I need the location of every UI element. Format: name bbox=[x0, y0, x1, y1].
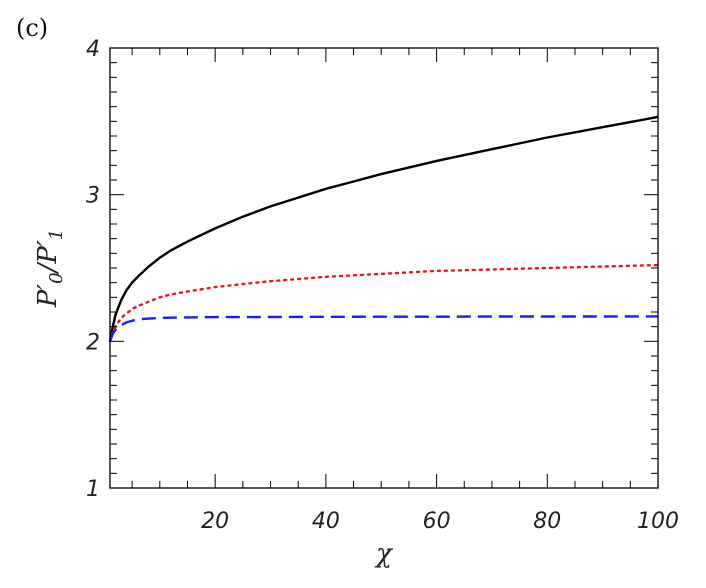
x-tick-label: 60 bbox=[423, 509, 451, 534]
y-tick-label: 1 bbox=[86, 477, 100, 502]
y-axis-denominator-prime: ′ bbox=[33, 240, 63, 246]
y-tick-label: 3 bbox=[86, 184, 100, 209]
x-tick-label: 100 bbox=[637, 509, 679, 534]
x-axis-title: χ bbox=[374, 539, 394, 569]
y-axis-denominator: P bbox=[33, 246, 63, 265]
y-tick-label: 4 bbox=[86, 37, 100, 62]
y-axis-slash: / bbox=[33, 261, 63, 275]
series-line-1 bbox=[108, 115, 659, 342]
y-axis-numerator-prime: ′ bbox=[33, 284, 63, 290]
tick-labels: 20 40 60 80 100 1 2 3 4 bbox=[86, 37, 679, 534]
x-tick-label: 80 bbox=[533, 509, 561, 534]
y-axis-numerator-sub: 0 bbox=[46, 272, 67, 283]
x-tick-label: 40 bbox=[312, 509, 340, 534]
y-tick-label: 2 bbox=[86, 330, 100, 355]
y-axis-denominator-sub: 1 bbox=[46, 229, 67, 240]
panel-label: (c) bbox=[16, 14, 48, 42]
series-line-2 bbox=[108, 263, 660, 343]
y-axis-numerator: P bbox=[33, 289, 63, 308]
x-tick-label: 20 bbox=[201, 509, 229, 534]
plot-frame bbox=[109, 47, 659, 489]
series-line-3 bbox=[108, 315, 659, 342]
series-layer bbox=[108, 115, 660, 343]
y-axis-title: P′0/P′1 bbox=[33, 229, 67, 308]
ticks-layer bbox=[110, 48, 658, 488]
